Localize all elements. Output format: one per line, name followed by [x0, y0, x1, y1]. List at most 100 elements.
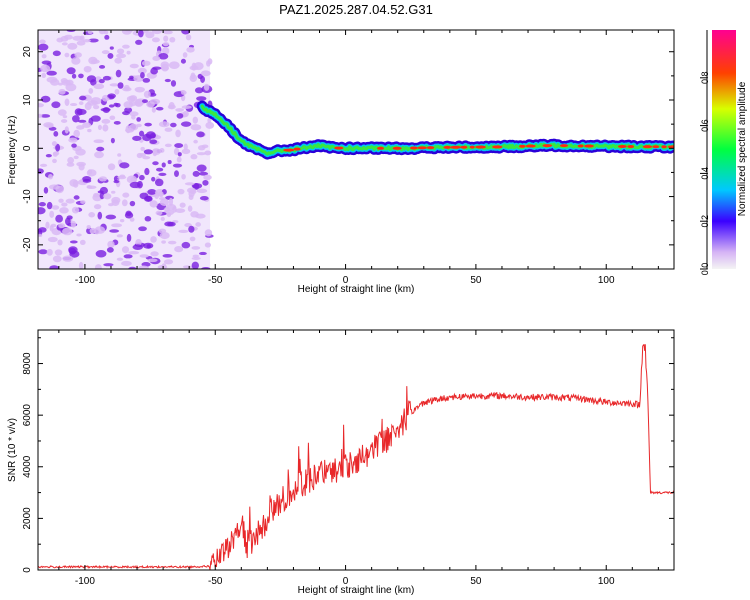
- noise-blob: [164, 207, 170, 212]
- noise-blob: [62, 255, 74, 262]
- noise-blob: [192, 183, 200, 190]
- ridge-peak: [283, 148, 295, 152]
- x-tick-label: 100: [598, 275, 615, 286]
- noise-blob: [191, 256, 201, 261]
- noise-blob: [141, 60, 151, 66]
- noise-blob: [144, 122, 152, 127]
- noise-blob: [39, 39, 46, 44]
- noise-blob: [99, 65, 106, 69]
- noise-blob: [149, 98, 161, 105]
- noise-blob: [79, 35, 85, 41]
- noise-blob: [162, 42, 170, 47]
- noise-blob: [38, 228, 43, 233]
- noise-blob: [61, 42, 68, 46]
- noise-blob: [121, 246, 130, 254]
- noise-blob: [62, 115, 68, 119]
- noise-blob: [158, 228, 167, 234]
- y-tick-label: 0: [22, 145, 33, 151]
- noise-blob: [149, 200, 158, 208]
- noise-blob: [108, 203, 114, 207]
- ridge-peak: [492, 145, 503, 149]
- noise-blob: [102, 124, 109, 132]
- noise-blob: [199, 195, 209, 201]
- noise-blob: [159, 231, 170, 240]
- noise-blob: [162, 30, 173, 35]
- noise-blob: [205, 121, 215, 129]
- noise-blob: [83, 65, 92, 73]
- noise-blob: [87, 128, 92, 133]
- noise-blob: [38, 113, 43, 118]
- ridge-peak: [584, 144, 594, 148]
- ridge-peak: [667, 145, 674, 149]
- noise-blob: [179, 202, 186, 208]
- colorbar-gradient: [712, 30, 736, 269]
- noise-blob: [45, 123, 54, 128]
- noise-blob: [192, 254, 200, 258]
- noise-blob: [184, 222, 192, 228]
- noise-blob: [167, 159, 172, 165]
- colorbar-tick-label: 0.6: [700, 119, 710, 132]
- noise-blob: [77, 119, 87, 123]
- noise-blob: [65, 83, 77, 92]
- noise-blob: [46, 201, 53, 210]
- x-tick-label: 100: [598, 576, 615, 587]
- noise-blob: [142, 155, 151, 160]
- noise-blob: [195, 222, 201, 227]
- ridge-peak: [450, 145, 461, 149]
- noise-blob: [49, 210, 55, 218]
- snr-panel: -100 -50 0 50 100 0 2000 4000 6000 8000 Height o…: [7, 329, 675, 596]
- noise-blob: [164, 127, 173, 132]
- noise-blob: [194, 87, 204, 94]
- noise-blob: [64, 98, 70, 106]
- noise-blob: [86, 169, 97, 177]
- noise-blob: [108, 104, 115, 108]
- noise-blob: [111, 223, 123, 228]
- noise-blob: [62, 227, 73, 236]
- ridge-peak: [334, 146, 344, 150]
- noise-blob: [190, 72, 196, 80]
- snr-x-label: Height of straight line (km): [298, 585, 415, 596]
- ridge-peak: [627, 145, 635, 149]
- noise-blob: [163, 259, 174, 265]
- noise-blob: [105, 214, 117, 220]
- noise-blob: [191, 246, 201, 250]
- noise-blob: [152, 55, 161, 61]
- noise-blob: [176, 113, 184, 119]
- noise-blob: [161, 162, 166, 168]
- noise-blob: [98, 30, 106, 35]
- noise-blob: [109, 83, 119, 87]
- noise-blob: [110, 137, 115, 144]
- noise-blob: [45, 154, 52, 158]
- noise-blob: [109, 229, 120, 233]
- ridge-peak: [559, 144, 569, 148]
- spectrogram-y-axis: -20 -10 0 10 20: [22, 46, 674, 270]
- noise-blob: [132, 135, 142, 141]
- noise-blob: [167, 221, 176, 227]
- noise-blob: [141, 99, 148, 104]
- noise-blob: [182, 110, 189, 118]
- y-tick-label: 10: [22, 94, 33, 106]
- noise-blob: [38, 207, 46, 215]
- colorbar: 0.0 0.2 0.4 0.6 0.8 Normalized spectral ampl…: [700, 30, 748, 275]
- snr-series-line: [38, 344, 674, 570]
- ridge-peak: [409, 146, 418, 150]
- noise-blob: [129, 75, 134, 80]
- noise-blob: [66, 67, 76, 75]
- snr-frame: [37, 329, 675, 571]
- ridge-core: [200, 104, 674, 156]
- noise-blob: [170, 122, 177, 128]
- noise-blob: [71, 57, 81, 65]
- noise-blob: [52, 158, 57, 164]
- noise-blob: [41, 72, 47, 79]
- noise-blob: [97, 211, 103, 220]
- noise-blob: [196, 96, 207, 102]
- noise-blob: [181, 148, 191, 155]
- colorbar-tick-label: 0.4: [700, 167, 710, 180]
- noise-blob: [185, 34, 192, 41]
- y-tick-label: -20: [22, 237, 33, 252]
- noise-blob: [41, 54, 47, 59]
- noise-blob: [99, 192, 105, 200]
- noise-blob: [158, 121, 170, 128]
- x-tick-label: 0: [343, 275, 349, 286]
